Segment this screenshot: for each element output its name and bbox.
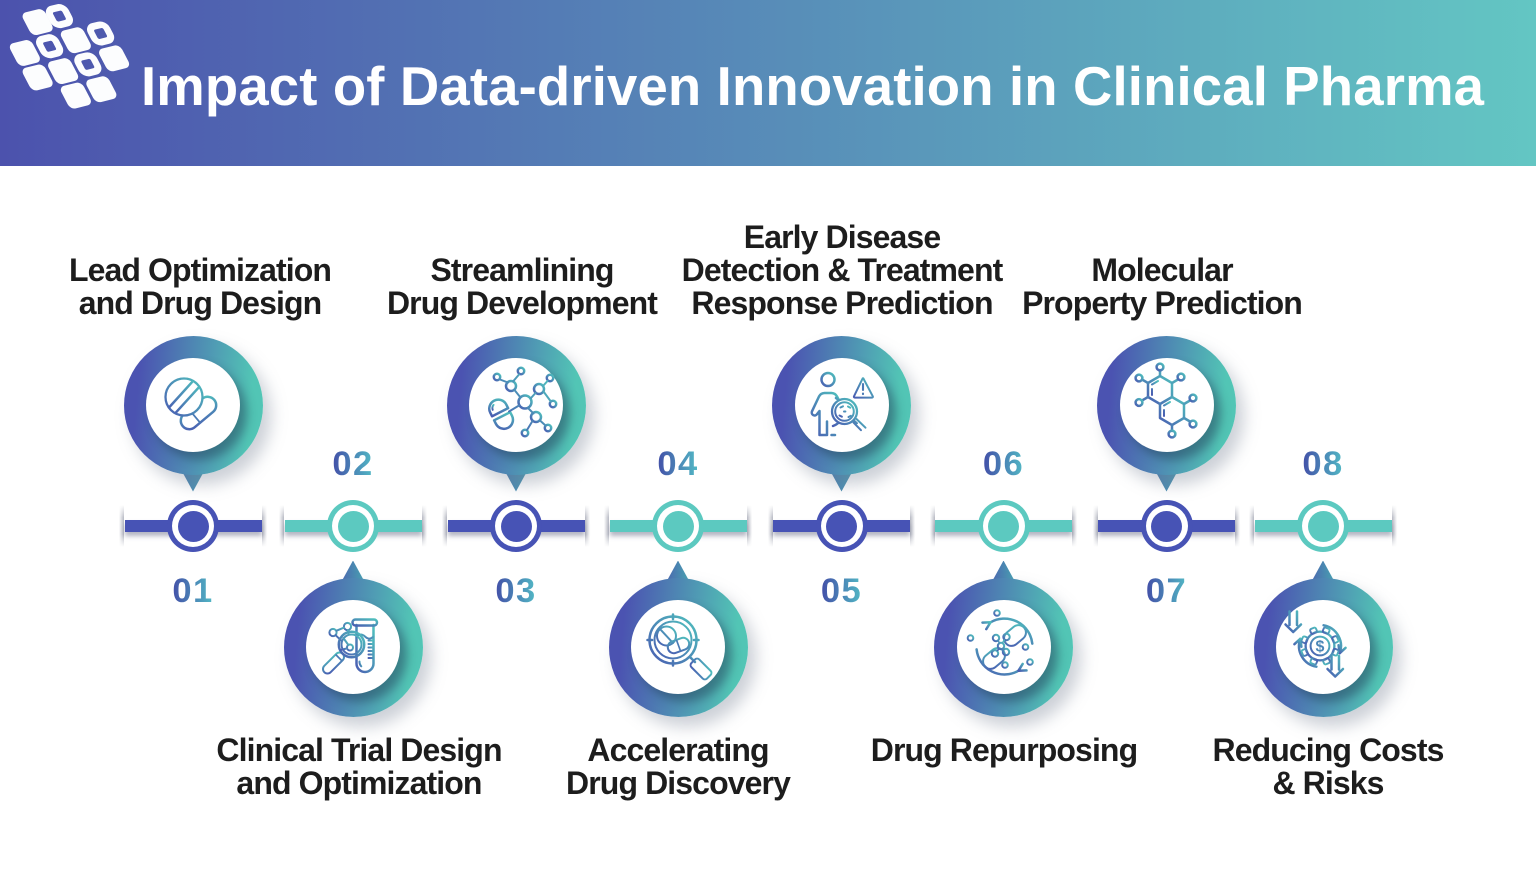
svg-text:$: $ [1316, 639, 1325, 656]
